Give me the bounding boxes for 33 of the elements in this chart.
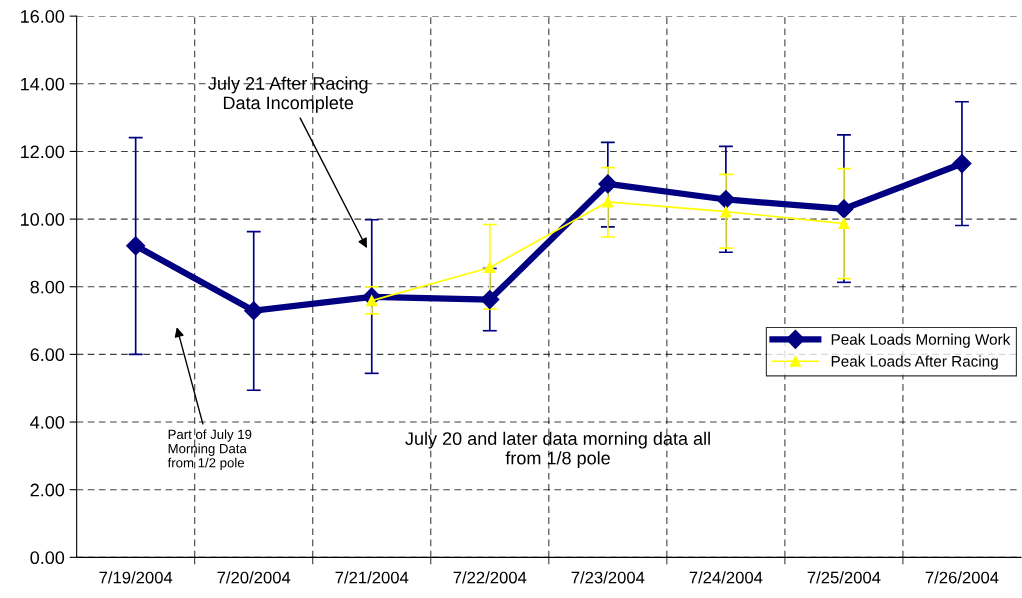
annotation: July 21 After Racing Data Incomplete [208, 76, 368, 113]
legend-label: Peak Loads After Racing [831, 355, 998, 370]
point [952, 154, 972, 174]
y-tick-label: 16.00 [21, 10, 65, 23]
x-tick-label: 7/20/2004 [217, 571, 291, 584]
x-tick-label: 7/21/2004 [335, 571, 409, 584]
point [484, 261, 496, 274]
point [716, 189, 736, 210]
point [244, 301, 264, 321]
y-tick-label: 10.00 [21, 213, 65, 226]
y-tick-label: 4.00 [30, 415, 65, 429]
x-tick-label: 7/23/2004 [571, 571, 645, 584]
x-tick-label: 7/26/2004 [925, 571, 999, 584]
x-tick-label: 7/19/2004 [99, 571, 173, 584]
point [480, 290, 500, 310]
x-tick-label: 7/22/2004 [453, 571, 527, 584]
y-tick-label: 0.00 [30, 551, 65, 565]
y-tick-label: 8.00 [30, 280, 65, 294]
annotation: Part of July 19 Morning Data from 1/2 pole [167, 429, 252, 471]
point [602, 196, 614, 208]
point [126, 236, 146, 256]
point [598, 174, 618, 194]
y-tick-label: 2.00 [30, 483, 65, 497]
point [834, 199, 854, 219]
point [720, 206, 732, 218]
y-tick-label: 6.00 [30, 348, 65, 362]
x-tick-label: 7/25/2004 [807, 571, 881, 584]
y-tick-label: 14.00 [21, 77, 65, 91]
x-tick-label: 7/24/2004 [689, 571, 763, 584]
annotation: July 20 and later data morning data all from 1/8 pole [405, 431, 710, 469]
y-tick-label: 12.00 [21, 145, 65, 159]
point [838, 217, 850, 230]
legend-label: Peak Loads Morning Work [831, 333, 1011, 348]
